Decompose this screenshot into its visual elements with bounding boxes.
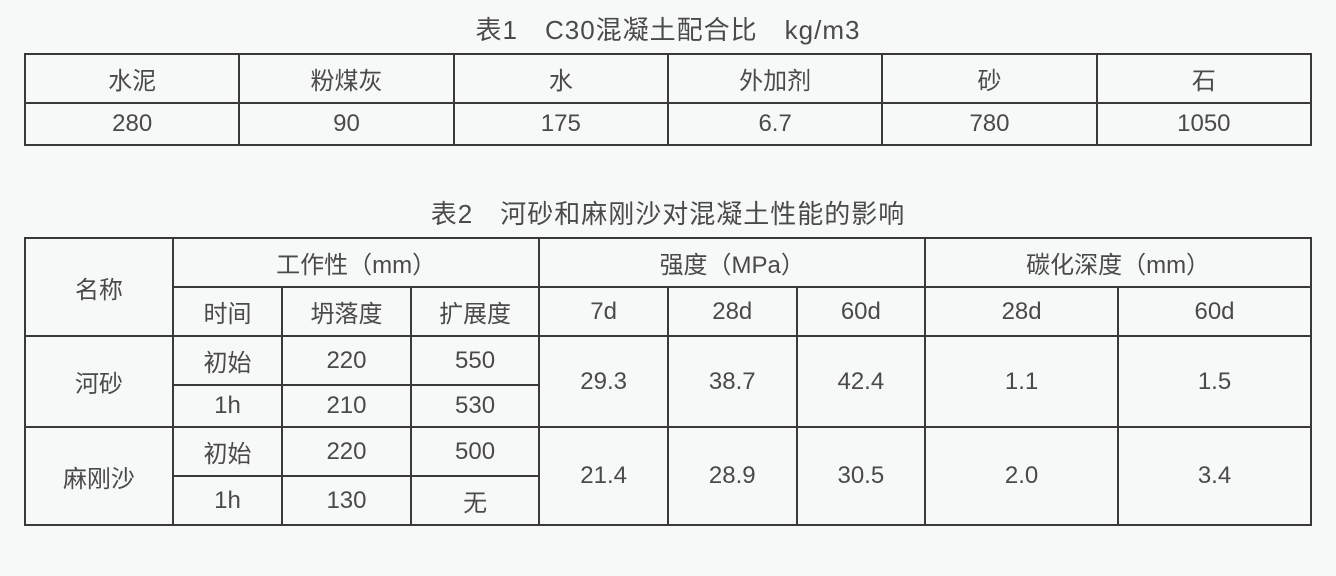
cell-60d: 42.4 <box>797 336 926 427</box>
cell-c28: 2.0 <box>925 427 1118 525</box>
group-strength-header: 强度（MPa） <box>539 238 925 287</box>
table1-header: 水泥 <box>25 54 239 103</box>
table1-header: 石 <box>1097 54 1311 103</box>
cell-c60: 1.5 <box>1118 336 1311 427</box>
cell-28d: 28.9 <box>668 427 797 525</box>
group-work-header: 工作性（mm） <box>173 238 539 287</box>
sub-slump-header: 坍落度 <box>282 287 411 336</box>
cell-7d: 29.3 <box>539 336 668 427</box>
table1-value: 6.7 <box>668 103 882 145</box>
cell-spread: 500 <box>411 427 540 476</box>
cell-7d: 21.4 <box>539 427 668 525</box>
table1-title: 表1 C30混凝土配合比 kg/m3 <box>24 10 1312 47</box>
table1: 水泥 粉煤灰 水 外加剂 砂 石 280 90 175 6.7 780 1050 <box>24 53 1312 146</box>
cell-time: 初始 <box>173 336 282 385</box>
table-row: 河砂 初始 220 550 29.3 38.7 42.4 1.1 1.5 <box>25 336 1311 385</box>
cell-28d: 38.7 <box>668 336 797 427</box>
table1-value: 90 <box>239 103 453 145</box>
cell-time: 1h <box>173 385 282 427</box>
table1-header: 水 <box>454 54 668 103</box>
row-name: 麻刚沙 <box>25 427 173 525</box>
table1-value: 1050 <box>1097 103 1311 145</box>
col-name-header: 名称 <box>25 238 173 336</box>
cell-slump: 220 <box>282 427 411 476</box>
sub-carbon60-header: 60d <box>1118 287 1311 336</box>
table-row: 时间 坍落度 扩展度 7d 28d 60d 28d 60d <box>25 287 1311 336</box>
group-carbon-header: 碳化深度（mm） <box>925 238 1311 287</box>
table-row: 280 90 175 6.7 780 1050 <box>25 103 1311 145</box>
cell-spread: 550 <box>411 336 540 385</box>
sub-spread-header: 扩展度 <box>411 287 540 336</box>
cell-time: 初始 <box>173 427 282 476</box>
sub-28d-header: 28d <box>668 287 797 336</box>
table1-header: 砂 <box>882 54 1096 103</box>
cell-c60: 3.4 <box>1118 427 1311 525</box>
table1-value: 175 <box>454 103 668 145</box>
cell-slump: 210 <box>282 385 411 427</box>
table1-value: 280 <box>25 103 239 145</box>
sub-carbon28-header: 28d <box>925 287 1118 336</box>
table2-title: 表2 河砂和麻刚沙对混凝土性能的影响 <box>24 194 1312 231</box>
table-row: 名称 工作性（mm） 强度（MPa） 碳化深度（mm） <box>25 238 1311 287</box>
cell-time: 1h <box>173 476 282 525</box>
sub-time-header: 时间 <box>173 287 282 336</box>
cell-slump: 220 <box>282 336 411 385</box>
cell-spread: 无 <box>411 476 540 525</box>
table1-header: 粉煤灰 <box>239 54 453 103</box>
sub-60d-header: 60d <box>797 287 926 336</box>
table1-header: 外加剂 <box>668 54 882 103</box>
cell-c28: 1.1 <box>925 336 1118 427</box>
cell-slump: 130 <box>282 476 411 525</box>
cell-spread: 530 <box>411 385 540 427</box>
cell-60d: 30.5 <box>797 427 926 525</box>
table2: 名称 工作性（mm） 强度（MPa） 碳化深度（mm） 时间 坍落度 扩展度 7… <box>24 237 1312 526</box>
row-name: 河砂 <box>25 336 173 427</box>
sub-7d-header: 7d <box>539 287 668 336</box>
table-row: 麻刚沙 初始 220 500 21.4 28.9 30.5 2.0 3.4 <box>25 427 1311 476</box>
table1-value: 780 <box>882 103 1096 145</box>
table-row: 水泥 粉煤灰 水 外加剂 砂 石 <box>25 54 1311 103</box>
